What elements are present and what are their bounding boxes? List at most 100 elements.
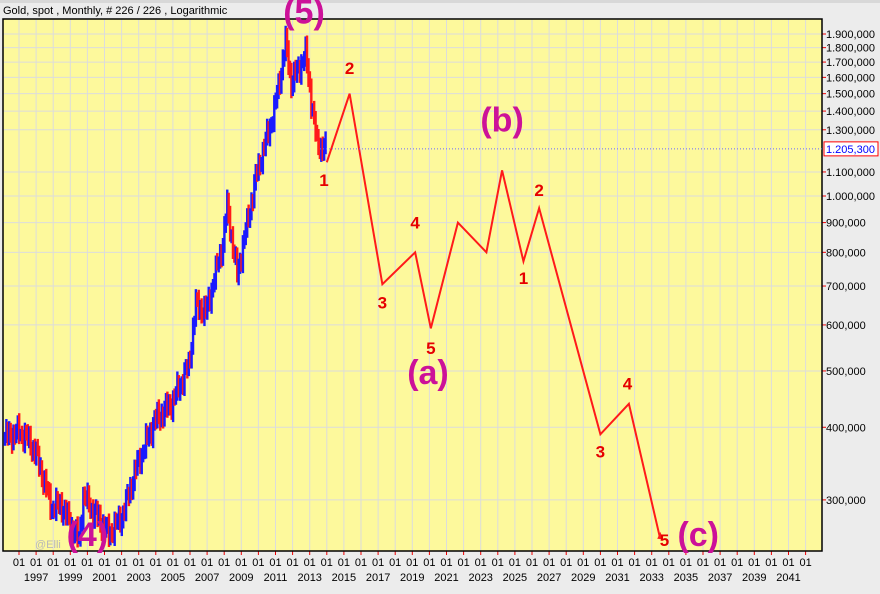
x-year-label: 2039 <box>742 572 766 584</box>
x-month-label: 01 <box>646 557 658 569</box>
x-month-label: 01 <box>663 557 675 569</box>
wave-label-major: (a) <box>407 354 449 392</box>
price-bar <box>181 374 185 396</box>
price-bar <box>303 51 306 72</box>
price-bar <box>170 398 173 420</box>
price-bar <box>80 514 84 532</box>
price-bar <box>171 390 175 423</box>
top-strip <box>0 0 880 3</box>
y-tick-label: 1.500,000 <box>826 89 875 101</box>
price-bar <box>57 493 61 514</box>
y-tick-label: 1.100,000 <box>826 167 875 179</box>
price-bar <box>126 483 129 501</box>
price-bar <box>43 470 47 493</box>
price-bar <box>35 441 38 466</box>
price-bar <box>190 341 193 369</box>
price-bar <box>150 421 153 446</box>
y-tick-label: 900,000 <box>826 218 866 230</box>
price-bar <box>117 505 121 530</box>
price-bar <box>283 50 286 67</box>
y-tick-label: 400,000 <box>826 422 866 434</box>
plot-border <box>2 18 823 552</box>
price-bar <box>79 516 82 547</box>
price-bar <box>257 153 260 181</box>
price-bar <box>312 100 316 125</box>
price-bar <box>305 35 309 74</box>
price-bar <box>153 410 156 431</box>
x-month-label: 01 <box>218 557 230 569</box>
price-bar <box>76 516 79 548</box>
price-bar <box>26 424 29 446</box>
price-bar <box>12 424 15 451</box>
price-bar <box>263 138 266 156</box>
price-bar <box>280 67 283 94</box>
price-bar <box>23 422 27 454</box>
price-bar <box>293 61 296 93</box>
x-month-label: 01 <box>81 557 93 569</box>
price-bar <box>137 449 141 468</box>
price-bar <box>32 440 35 461</box>
price-bar <box>33 438 37 465</box>
price-bar <box>139 447 142 474</box>
price-bar <box>16 415 19 440</box>
price-bar <box>129 476 132 504</box>
wave-label-minor: 2 <box>345 59 354 78</box>
price-bar <box>176 371 179 401</box>
x-month-label: 01 <box>628 557 640 569</box>
x-month-label: 01 <box>304 557 316 569</box>
y-tick-label: 300,000 <box>826 495 866 507</box>
x-year-label: 1999 <box>58 572 82 584</box>
wave-label-minor: 1 <box>319 171 328 190</box>
price-bar <box>18 413 21 445</box>
price-bar <box>207 286 210 312</box>
price-bar <box>254 163 257 191</box>
price-bar <box>258 154 262 176</box>
price-bar <box>59 494 62 515</box>
price-bar <box>281 49 285 81</box>
x-month-label: 01 <box>765 557 777 569</box>
price-bar <box>100 517 104 541</box>
price-bar <box>73 525 76 544</box>
price-bar <box>274 92 277 110</box>
arrow-head <box>657 531 664 539</box>
x-year-label: 2005 <box>161 572 185 584</box>
price-bar <box>159 411 162 431</box>
y-tick-label: 800,000 <box>826 247 866 259</box>
price-bar <box>201 307 205 323</box>
price-bar <box>228 205 232 242</box>
wave-label-minor: 1 <box>519 269 528 288</box>
price-bar <box>96 500 99 528</box>
last-price-label: 1.205,300 <box>826 144 875 156</box>
price-bar <box>308 71 312 93</box>
price-bar <box>287 40 290 75</box>
price-bar <box>251 194 255 212</box>
price-bar <box>298 60 302 83</box>
price-bar <box>174 386 178 405</box>
price-bar <box>75 519 78 542</box>
price-bar <box>19 428 22 442</box>
x-year-label: 2015 <box>332 572 356 584</box>
price-bar <box>320 138 323 162</box>
price-bar <box>297 56 300 74</box>
x-month-label: 01 <box>150 557 162 569</box>
price-bar <box>151 417 155 449</box>
price-bar <box>211 278 215 298</box>
price-bar <box>180 376 183 395</box>
x-month-label: 01 <box>201 557 213 569</box>
x-month-label: 01 <box>30 557 42 569</box>
x-month-label: 01 <box>133 557 145 569</box>
price-bar <box>56 491 59 510</box>
x-month-label: 01 <box>321 557 333 569</box>
wave-label-minor: 5 <box>426 339 435 358</box>
price-bar <box>15 423 18 444</box>
wave-label-minor: 5 <box>660 531 669 550</box>
price-bar <box>265 118 269 146</box>
x-month-label: 01 <box>184 557 196 569</box>
price-bar <box>37 445 41 477</box>
x-month-label: 01 <box>98 557 110 569</box>
wave-label-major: (5) <box>283 0 325 32</box>
price-bar <box>187 351 190 377</box>
price-bar <box>196 292 199 307</box>
price-bar <box>217 256 220 273</box>
